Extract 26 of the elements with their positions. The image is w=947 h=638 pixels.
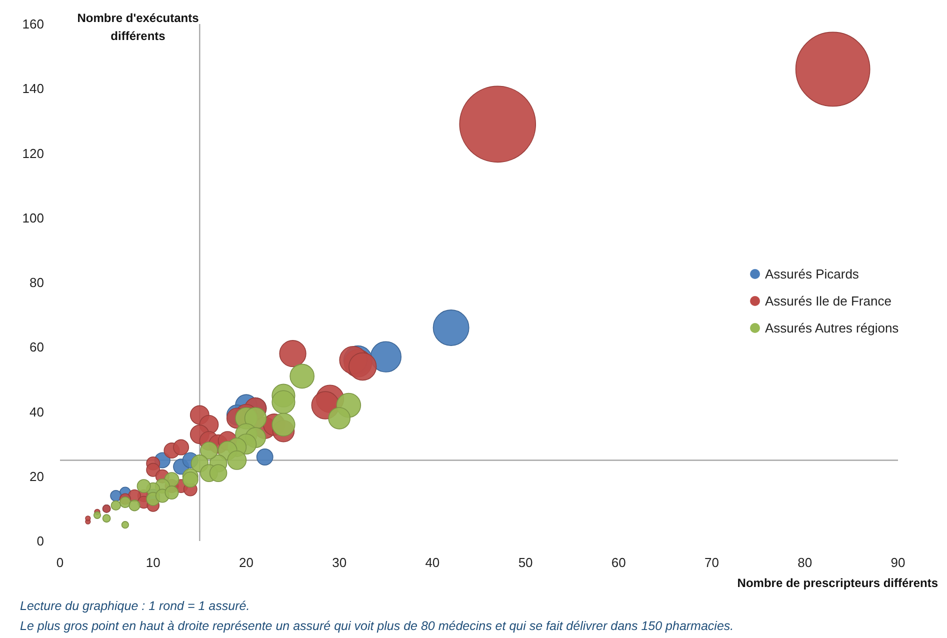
x-tick-label: 0 [56, 555, 64, 570]
text: Lecture du graphique : 1 rond = 1 assuré. [20, 599, 250, 613]
text: Le plus gros point en haut à droite représente un assuré qui voit plus de 80 médecins et qui se fait délivrer dans 150 pharmacies. [20, 619, 734, 633]
legend-label: Assurés Picards [765, 266, 860, 282]
y-tick-label: 80 [30, 275, 44, 290]
legend-label: Assurés Autres régions [765, 320, 900, 336]
x-axis-title: Nombre de prescripteurs différents [737, 576, 938, 590]
y-tick-label: 0 [36, 534, 44, 549]
y-tick-label: 60 [30, 340, 44, 355]
x-tick-label: 30 [332, 555, 347, 570]
y-tick-label: 100 [22, 210, 44, 226]
x-tick-label: 20 [238, 555, 254, 570]
x-tick-label: 60 [611, 555, 626, 570]
x-tick-label: 90 [890, 555, 906, 570]
x-tick-label: 10 [146, 555, 160, 570]
y-axis-title: Nombre d'exécutants différents [77, 11, 200, 43]
x-tick-label: 70 [704, 555, 720, 570]
y-tick-label: 160 [22, 16, 44, 32]
x-tick-label: 40 [425, 555, 440, 570]
x-tick-label: 50 [518, 555, 533, 570]
y-tick-label: 40 [30, 404, 44, 420]
y-tick-label: 20 [30, 468, 44, 484]
y-tick-label: 140 [22, 81, 44, 96]
y-tick-label: 120 [22, 146, 44, 161]
x-tick-label: 80 [798, 555, 812, 570]
legend-label: Assurés Ile de France [765, 294, 892, 309]
